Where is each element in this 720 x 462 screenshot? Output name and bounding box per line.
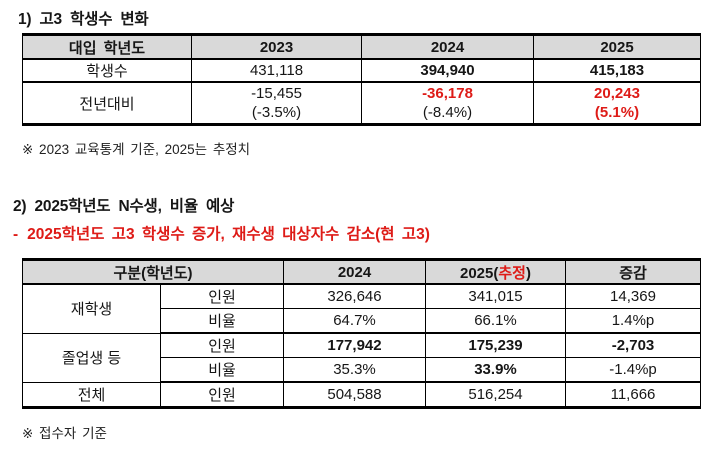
enrolled-group-label: 재학생: [22, 283, 161, 334]
section2-bullet: -2025학년도 고3 학생수 증가, 재수생 대상자수 감소(현 고3): [13, 222, 430, 244]
yoy-2024-abs: -36,178: [422, 85, 473, 102]
section1-footnote: ※ 2023 교육통계 기준, 2025는 추정치: [22, 142, 251, 157]
yoy-2025-cell: 20,243 (5.1%): [533, 81, 701, 125]
yoy-2023-cell: -15,455 (-3.5%): [191, 81, 362, 125]
students-2025: 415,183: [533, 58, 701, 83]
header-category: 구분(학년도): [22, 259, 284, 285]
students-row: 학생수 431,118 394,940 415,183: [22, 58, 701, 83]
graduates-count-2024: 177,942: [283, 332, 426, 358]
header-2024: 2024: [283, 259, 426, 285]
enrolled-count-2025: 341,015: [425, 283, 566, 309]
nsu-ratio-forecast-table: 구분(학년도) 2024 2025(추정) 증감 재학생 인원 326,646 …: [22, 258, 701, 409]
header-2023: 2023: [191, 34, 362, 60]
graduates-ratio-label: 비율: [160, 357, 284, 383]
yoy-2023-abs: -15,455: [251, 85, 302, 102]
grade3-student-count-table: 대입 학년도 2023 2024 2025 학생수 431,118 394,94…: [22, 33, 701, 126]
graduates-ratio-2025: 33.9%: [425, 357, 566, 383]
graduates-count-2025: 175,239: [425, 332, 566, 358]
total-2025: 516,254: [425, 381, 566, 408]
yoy-2023-pct: (-3.5%): [251, 104, 302, 121]
graduates-count-label: 인원: [160, 332, 284, 358]
section2-footnote: ※ 접수자 기준: [22, 426, 107, 441]
students-2024: 394,940: [361, 58, 534, 83]
enrolled-count-diff: 14,369: [565, 283, 701, 309]
yoy-2024-cell: -36,178 (-8.4%): [361, 81, 534, 125]
section1-title: 1) 고3 학생수 변화: [18, 11, 149, 28]
enrolled-ratio-diff: 1.4%p: [565, 308, 701, 334]
bullet-text: 2025학년도 고3 학생수 증가, 재수생 대상자수 감소(현 고3): [27, 226, 430, 243]
graduates-group-label: 졸업생 등: [22, 332, 161, 383]
yoy-2024-pct: (-8.4%): [422, 104, 473, 121]
header-admission-year: 대입 학년도: [22, 34, 192, 60]
graduates-ratio-diff: -1.4%p: [565, 357, 701, 383]
table-header-row: 구분(학년도) 2024 2025(추정) 증감: [22, 259, 701, 285]
graduates-ratio-2024: 35.3%: [283, 357, 426, 383]
yoy-label: 전년대비: [22, 81, 192, 125]
enrolled-ratio-label: 비율: [160, 308, 284, 334]
graduates-ratio-row: 비율 35.3% 33.9% -1.4%p: [23, 357, 701, 383]
bullet-dash: -: [13, 226, 19, 243]
header-2025: 2025: [533, 34, 701, 60]
enrolled-ratio-2024: 64.7%: [283, 308, 426, 334]
yoy-2025-pct: (5.1%): [594, 104, 640, 121]
header-2025-estimated: 2025(추정): [425, 259, 566, 285]
yoy-2025-abs: 20,243: [594, 85, 640, 102]
total-2024: 504,588: [283, 381, 426, 408]
total-diff: 11,666: [565, 381, 701, 408]
enrolled-count-label: 인원: [160, 283, 284, 309]
students-label: 학생수: [22, 58, 192, 83]
header-diff: 증감: [565, 259, 701, 285]
section2-title: 2) 2025학년도 N수생, 비율 예상: [13, 198, 235, 215]
total-sub-label: 인원: [160, 381, 284, 408]
estimated-label: 추정: [498, 264, 526, 282]
total-label: 전체: [22, 381, 161, 408]
enrolled-ratio-row: 비율 64.7% 66.1% 1.4%p: [23, 308, 701, 334]
enrolled-ratio-2025: 66.1%: [425, 308, 566, 334]
graduates-count-row: 졸업생 등 인원 177,942 175,239 -2,703: [22, 332, 701, 383]
total-row: 전체 인원 504,588 516,254 11,666: [22, 381, 701, 408]
enrolled-count-2024: 326,646: [283, 283, 426, 309]
graduates-count-diff: -2,703: [565, 332, 701, 358]
table-header-row: 대입 학년도 2023 2024 2025: [22, 34, 701, 60]
yoy-row: 전년대비 -15,455 (-3.5%) -36,178 (-8.4%) 20,…: [22, 81, 701, 125]
students-2023: 431,118: [191, 58, 362, 83]
enrolled-count-row: 재학생 인원 326,646 341,015 14,369: [22, 283, 701, 334]
header-2024: 2024: [361, 34, 534, 60]
